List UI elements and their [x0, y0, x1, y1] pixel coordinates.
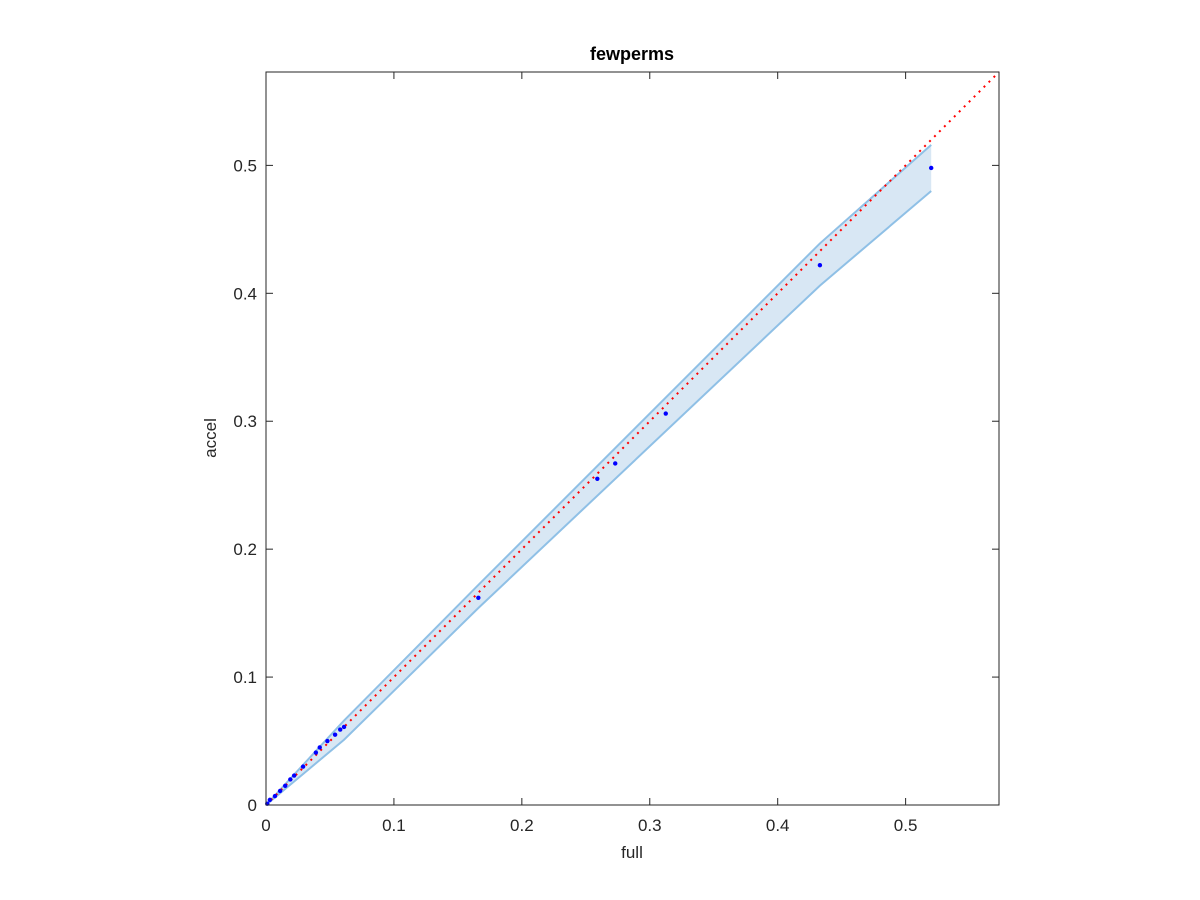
y-tick-label: 0 [248, 796, 257, 815]
point [341, 724, 347, 730]
point [929, 165, 934, 171]
x-tick-label: 0.4 [766, 816, 790, 835]
point [663, 411, 668, 416]
band-area [266, 144, 932, 805]
point [317, 745, 322, 750]
axes-box [265, 71, 1000, 806]
x-tick-label: 0.2 [510, 816, 534, 835]
y-tick-label: 0.4 [233, 284, 257, 303]
band-edge [265, 190, 932, 806]
reference-line [265, 71, 1000, 806]
point [288, 777, 293, 782]
x-tick-label: 0 [261, 816, 270, 835]
point [272, 793, 278, 799]
point [613, 461, 618, 466]
point [291, 773, 297, 778]
chart-title: fewperms [590, 44, 674, 64]
x-tick-label: 0.3 [638, 816, 662, 835]
point [313, 750, 319, 755]
x-tick-label: 0.5 [894, 816, 918, 835]
point [332, 732, 338, 737]
y-axis-label: accel [201, 418, 220, 458]
y-tick-label: 0.2 [233, 540, 257, 559]
point [476, 595, 481, 600]
point [267, 797, 273, 803]
point [337, 727, 343, 732]
x-axis-label: full [621, 843, 643, 862]
point [325, 738, 330, 744]
x-tick-label: 0.1 [382, 816, 406, 835]
y-tick-label: 0.5 [233, 156, 257, 175]
y-tick-label: 0.3 [233, 412, 257, 431]
point [282, 783, 288, 789]
point [595, 476, 600, 481]
point [817, 262, 823, 268]
point [277, 788, 283, 794]
point [300, 764, 306, 769]
y-tick-label: 0.1 [233, 668, 257, 687]
